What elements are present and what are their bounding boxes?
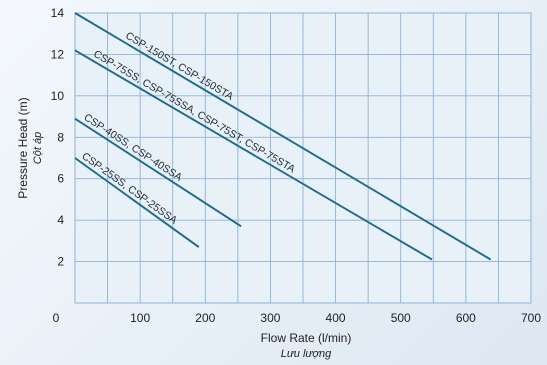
y-tick-label: 14 [51, 6, 65, 20]
x-axis-title: Flow Rate (l/min) [261, 331, 352, 345]
x-tick-label: 700 [521, 311, 541, 325]
x-tick-label: 100 [130, 311, 150, 325]
y-tick-label: 10 [51, 89, 65, 103]
y-tick-label: 2 [57, 255, 64, 269]
x-axis-subtitle: Lưu lượng [281, 348, 332, 360]
x-axis-ticks: 0 100 200 300 400 500 600 700 [53, 311, 542, 325]
x-tick-label: 0 [53, 311, 60, 325]
y-tick-label: 12 [51, 47, 65, 61]
x-tick-label: 200 [195, 311, 215, 325]
x-tick-label: 400 [326, 311, 346, 325]
series-lines [74, 12, 492, 261]
x-tick-label: 500 [391, 311, 411, 325]
x-tick-label: 300 [260, 311, 280, 325]
series-line [74, 157, 200, 248]
y-axis-subtitle: Cột áp [32, 132, 44, 164]
series-line [74, 117, 242, 228]
x-tick-label: 600 [456, 311, 476, 325]
series-line [74, 49, 433, 261]
y-axis-title: Pressure Head (m) [16, 97, 30, 198]
y-tick-label: 4 [57, 213, 64, 227]
series-line [74, 12, 492, 261]
y-tick-label: 6 [57, 172, 64, 186]
y-axis-ticks: 2 4 6 8 10 12 14 [51, 6, 65, 269]
y-tick-label: 8 [57, 130, 64, 144]
